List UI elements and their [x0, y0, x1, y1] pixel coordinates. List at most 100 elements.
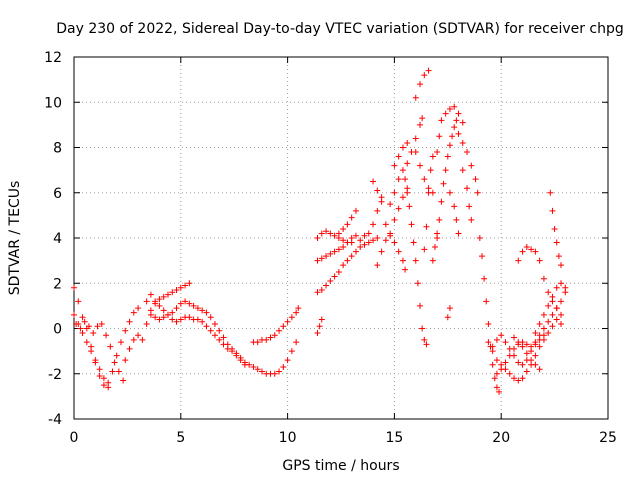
data-point: [173, 287, 180, 294]
data-point: [177, 300, 184, 307]
data-point: [147, 291, 154, 298]
data-point: [135, 332, 142, 339]
data-point: [318, 255, 325, 262]
data-point: [417, 302, 424, 309]
data-point: [79, 314, 86, 321]
data-point: [404, 189, 411, 196]
data-point: [194, 316, 201, 323]
data-point: [528, 246, 535, 253]
data-point: [547, 189, 554, 196]
data-point: [254, 339, 261, 346]
y-tick-label: 0: [53, 322, 62, 338]
data-point: [506, 370, 513, 377]
data-point: [194, 305, 201, 312]
data-point: [229, 348, 236, 355]
data-point: [340, 244, 347, 251]
data-point: [412, 257, 419, 264]
data-point: [258, 368, 265, 375]
data-point: [190, 302, 197, 309]
data-point: [387, 201, 394, 208]
data-point: [323, 282, 330, 289]
data-point: [271, 370, 278, 377]
data-point: [555, 253, 562, 260]
data-point: [280, 363, 287, 370]
data-point: [483, 298, 490, 305]
series-track-x: [434, 117, 460, 237]
data-point: [199, 307, 206, 314]
data-point: [75, 298, 82, 305]
data-point: [169, 309, 176, 316]
data-point: [523, 350, 530, 357]
y-tick-label: 4: [53, 231, 62, 247]
data-point: [254, 366, 261, 373]
data-point: [536, 320, 543, 327]
data-point: [436, 133, 443, 140]
data-point: [323, 253, 330, 260]
data-point: [419, 115, 426, 122]
data-point: [90, 330, 97, 337]
data-point: [459, 119, 466, 126]
data-point: [271, 332, 278, 339]
data-point: [71, 311, 77, 318]
data-point: [335, 268, 342, 275]
data-point: [348, 235, 355, 241]
data-point: [558, 262, 565, 269]
y-axis-label: SDTVAR / TECUs: [7, 181, 23, 296]
data-point: [528, 357, 535, 364]
data-point: [496, 388, 503, 395]
data-point: [314, 235, 321, 241]
data-point: [111, 359, 118, 366]
data-point: [438, 198, 445, 205]
y-tick-label: 12: [44, 50, 62, 66]
data-point: [173, 305, 180, 312]
data-point: [233, 352, 240, 359]
data-point: [77, 325, 84, 332]
data-point: [288, 314, 295, 321]
series-track-e: [143, 280, 193, 327]
data-point: [399, 144, 406, 151]
data-point: [186, 300, 193, 307]
data-point: [440, 180, 447, 187]
data-point: [288, 348, 295, 355]
data-point: [515, 377, 522, 384]
data-point: [498, 366, 505, 373]
data-point: [96, 366, 103, 373]
data-point: [109, 368, 116, 375]
data-point: [549, 207, 556, 214]
data-point: [340, 225, 347, 232]
y-tick-label: -4: [48, 412, 62, 428]
data-point: [105, 384, 112, 391]
data-point: [267, 334, 274, 341]
data-point: [446, 189, 453, 196]
series-track-p: [370, 178, 385, 205]
data-point: [98, 320, 105, 327]
data-point: [395, 248, 402, 255]
data-point: [451, 203, 458, 210]
series-track-b: [73, 318, 127, 384]
data-point: [169, 316, 176, 323]
x-axis: 0 5 10 15 20 25: [70, 57, 617, 446]
gridlines: [74, 57, 608, 419]
data-point: [391, 216, 398, 223]
data-point: [120, 377, 127, 384]
x-axis-label: GPS time / hours: [282, 458, 399, 474]
data-point: [143, 298, 150, 305]
data-point: [399, 194, 406, 201]
data-point: [177, 284, 184, 291]
data-point: [540, 275, 547, 282]
data-point: [553, 305, 560, 312]
data-point: [429, 257, 436, 264]
data-point: [224, 345, 231, 352]
data-point: [177, 316, 184, 323]
data-point: [549, 323, 556, 330]
data-point: [378, 248, 385, 255]
data-point: [545, 289, 552, 296]
data-point: [352, 232, 359, 239]
data-point: [391, 162, 398, 169]
series-track-s: [402, 176, 430, 348]
series-track-ab: [459, 167, 475, 223]
series-track-y: [429, 235, 441, 264]
data-point: [207, 314, 214, 321]
data-point: [536, 257, 543, 264]
